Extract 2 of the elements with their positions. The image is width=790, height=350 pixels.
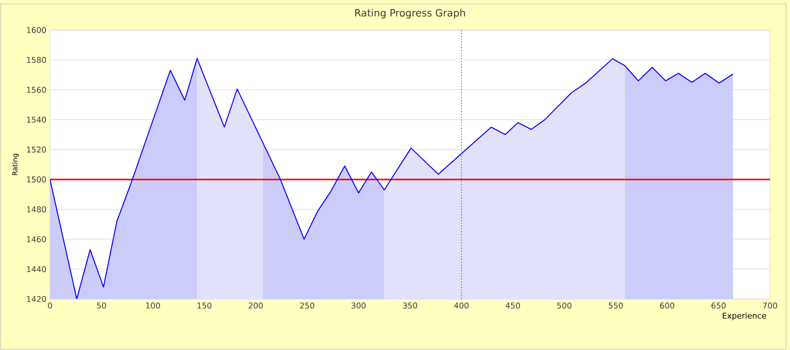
chart-title: Rating Progress Graph (355, 8, 465, 19)
line-series (50, 58, 734, 299)
